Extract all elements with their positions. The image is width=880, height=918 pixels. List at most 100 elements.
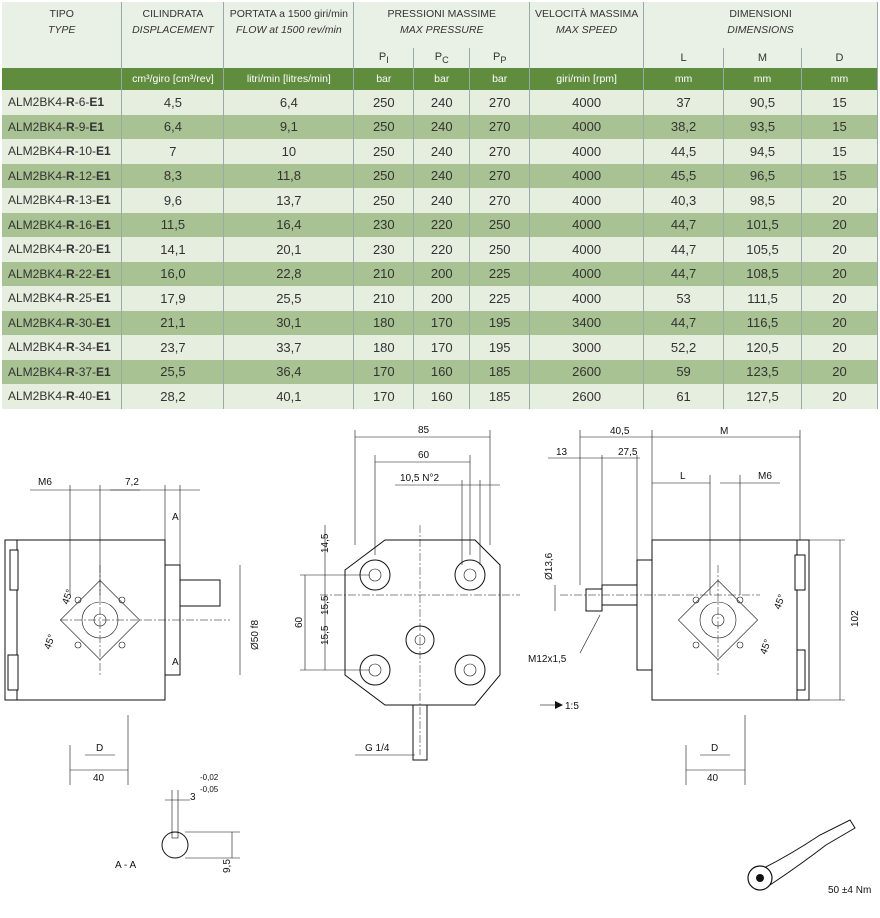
type-code-part: E1 — [96, 291, 111, 306]
value-cell: 44,5 — [643, 139, 725, 164]
type-code-part: -10- — [74, 144, 97, 159]
dim-d-right: D — [711, 743, 718, 754]
dim-d-left: D — [96, 743, 103, 754]
value-cell: 2600 — [529, 359, 645, 384]
value-cell: 195 — [469, 310, 531, 335]
value-cell: 120,5 — [723, 335, 802, 360]
value-cell: 225 — [469, 286, 531, 311]
tol-base: 3 — [190, 792, 196, 803]
value-cell: 2600 — [529, 384, 645, 409]
value-cell: 20 — [801, 237, 879, 262]
value-cell: 25,5 — [223, 286, 355, 311]
header-m: M — [723, 48, 802, 68]
value-cell: 185 — [469, 359, 531, 384]
value-cell: 38,2 — [643, 114, 725, 139]
type-code-part: -40- — [74, 389, 97, 404]
dim-27-5: 27,5 — [618, 447, 638, 458]
value-cell: 6,4 — [121, 114, 225, 139]
front-view: 85 60 10,5 N°2 14,5 60 15,5 15,5 G 1/4 — [294, 425, 520, 761]
side-view-right: 40,5 M 13 27,5 L M6 Ø13,6 M12x1,5 1:5 45… — [528, 426, 861, 785]
type-code-part: ALM2BK4- — [8, 95, 67, 110]
value-cell: 170 — [413, 335, 471, 360]
dim-85: 85 — [418, 425, 430, 436]
table-row: ALM2BK4-R-9-E1 6,4 9,1 250 240 270 4000 38,2 93,… — [2, 114, 879, 139]
table-row: ALM2BK4-R-30-E1 21,1 30,1 180 170 195 3400 44,7… — [2, 310, 879, 335]
tol-upper: -0,02 — [200, 773, 219, 782]
dim-m: M — [720, 426, 728, 437]
value-cell: 4000 — [529, 139, 645, 164]
value-cell: 225 — [469, 261, 531, 286]
value-cell: 250 — [469, 237, 531, 262]
dim-10-5-n2: 10,5 N°2 — [400, 473, 439, 484]
value-cell: 4000 — [529, 237, 645, 262]
tol-lower: -0,05 — [200, 785, 219, 794]
table-row: ALM2BK4-R-6-E1 4,5 6,4 250 240 270 4000 37 90,5 1… — [2, 90, 879, 115]
value-cell: 240 — [413, 90, 471, 115]
table-row: ALM2BK4-R-20-E1 14,1 20,1 230 220 250 4000 44,7… — [2, 237, 879, 262]
unit-cell: giri/min [rpm] — [529, 68, 645, 90]
unit-cell: litri/min [litres/min] — [223, 68, 355, 90]
value-cell: 210 — [353, 286, 415, 311]
value-cell: 40,1 — [223, 384, 355, 409]
type-code-part: E1 — [96, 242, 111, 257]
value-cell: 240 — [413, 163, 471, 188]
value-cell: 11,5 — [121, 212, 225, 237]
dim-40-right: 40 — [707, 773, 719, 784]
header-pp: PP — [469, 48, 531, 68]
value-cell: 195 — [469, 335, 531, 360]
value-cell: 180 — [353, 310, 415, 335]
value-cell: 160 — [413, 384, 471, 409]
unit-cell: mm — [801, 68, 879, 90]
unit-cell: mm — [643, 68, 725, 90]
type-code-part: E1 — [89, 119, 105, 134]
torque-label: 50 ±4 Nm — [828, 885, 871, 896]
value-cell: 250 — [353, 114, 415, 139]
section-a-a: 3 -0,02 -0,05 9,5 A - A — [115, 773, 240, 873]
type-code-part: E1 — [96, 217, 111, 232]
type-cell: ALM2BK4-R-20-E1 — [2, 237, 123, 262]
value-cell: 16,4 — [223, 212, 355, 237]
table-row: ALM2BK4-R-25-E1 17,9 25,5 210 200 225 4000 53 11… — [2, 286, 879, 311]
dim-13: 13 — [556, 447, 568, 458]
table-row: ALM2BK4-R-10-E1 7 10 250 240 270 4000 44,5 94,5 1… — [2, 139, 879, 164]
type-code-part: R — [66, 389, 75, 404]
type-cell: ALM2BK4-R-40-E1 — [2, 384, 123, 409]
unit-cell: mm — [723, 68, 802, 90]
value-cell: 20 — [801, 310, 879, 335]
value-cell: 21,1 — [121, 310, 225, 335]
value-cell: 20 — [801, 261, 879, 286]
type-cell: ALM2BK4-R-6-E1 — [2, 90, 123, 115]
value-cell: 98,5 — [723, 188, 802, 213]
value-cell: 240 — [413, 139, 471, 164]
type-code-part: E1 — [96, 364, 111, 379]
value-cell: 250 — [353, 188, 415, 213]
value-cell: 22,8 — [223, 261, 355, 286]
value-cell: 15 — [801, 163, 879, 188]
value-cell: 15 — [801, 114, 879, 139]
value-cell: 7 — [121, 139, 225, 164]
type-code-part: ALM2BK4- — [8, 168, 67, 183]
value-cell: 180 — [353, 335, 415, 360]
type-cell: ALM2BK4-R-13-E1 — [2, 188, 123, 213]
unit-cell — [2, 68, 123, 90]
type-code-part: ALM2BK4- — [8, 193, 67, 208]
dim-9-5: 9,5 — [222, 859, 233, 873]
thread-m12: M12x1,5 — [528, 654, 567, 665]
dim-l: L — [680, 471, 686, 482]
value-cell: 230 — [353, 212, 415, 237]
value-cell: 33,7 — [223, 335, 355, 360]
dim-7-2: 7,2 — [125, 477, 139, 488]
value-cell: 270 — [469, 139, 531, 164]
value-cell: 4000 — [529, 261, 645, 286]
header-pc: PC — [413, 48, 471, 68]
value-cell: 111,5 — [723, 286, 802, 311]
type-cell: ALM2BK4-R-25-E1 — [2, 286, 123, 311]
type-cell: ALM2BK4-R-12-E1 — [2, 163, 123, 188]
table-row: ALM2BK4-R-34-E1 23,7 33,7 180 170 195 3000 52,2… — [2, 335, 879, 360]
type-code-part: ALM2BK4- — [8, 315, 67, 330]
value-cell: 44,7 — [643, 261, 725, 286]
value-cell: 90,5 — [723, 90, 802, 115]
type-cell: ALM2BK4-R-30-E1 — [2, 310, 123, 335]
type-code-part: R — [66, 217, 75, 232]
value-cell: 250 — [353, 163, 415, 188]
